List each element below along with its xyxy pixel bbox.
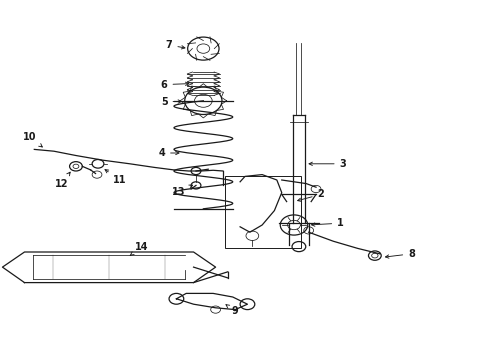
Text: 11: 11 — [105, 170, 127, 185]
Text: 5: 5 — [161, 96, 181, 107]
Text: 13: 13 — [172, 185, 193, 197]
Text: 8: 8 — [386, 249, 415, 259]
Text: 10: 10 — [23, 132, 42, 147]
Text: 6: 6 — [161, 80, 189, 90]
Text: 3: 3 — [309, 159, 346, 169]
Text: 7: 7 — [166, 40, 185, 50]
Text: 9: 9 — [226, 305, 239, 316]
Text: 1: 1 — [312, 218, 344, 228]
Text: 12: 12 — [54, 172, 70, 189]
Bar — [225, 176, 301, 248]
Polygon shape — [2, 252, 216, 283]
Text: 2: 2 — [297, 189, 324, 201]
Text: 4: 4 — [158, 148, 179, 158]
Text: 14: 14 — [130, 242, 149, 255]
